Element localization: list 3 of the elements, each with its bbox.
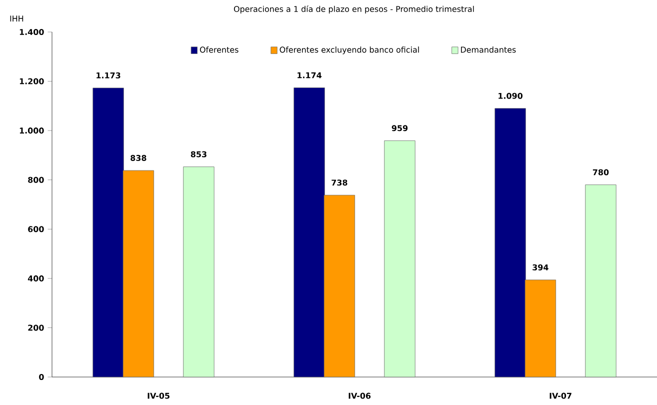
- bar: [384, 140, 416, 378]
- bar: [183, 166, 214, 378]
- bar: [585, 184, 616, 378]
